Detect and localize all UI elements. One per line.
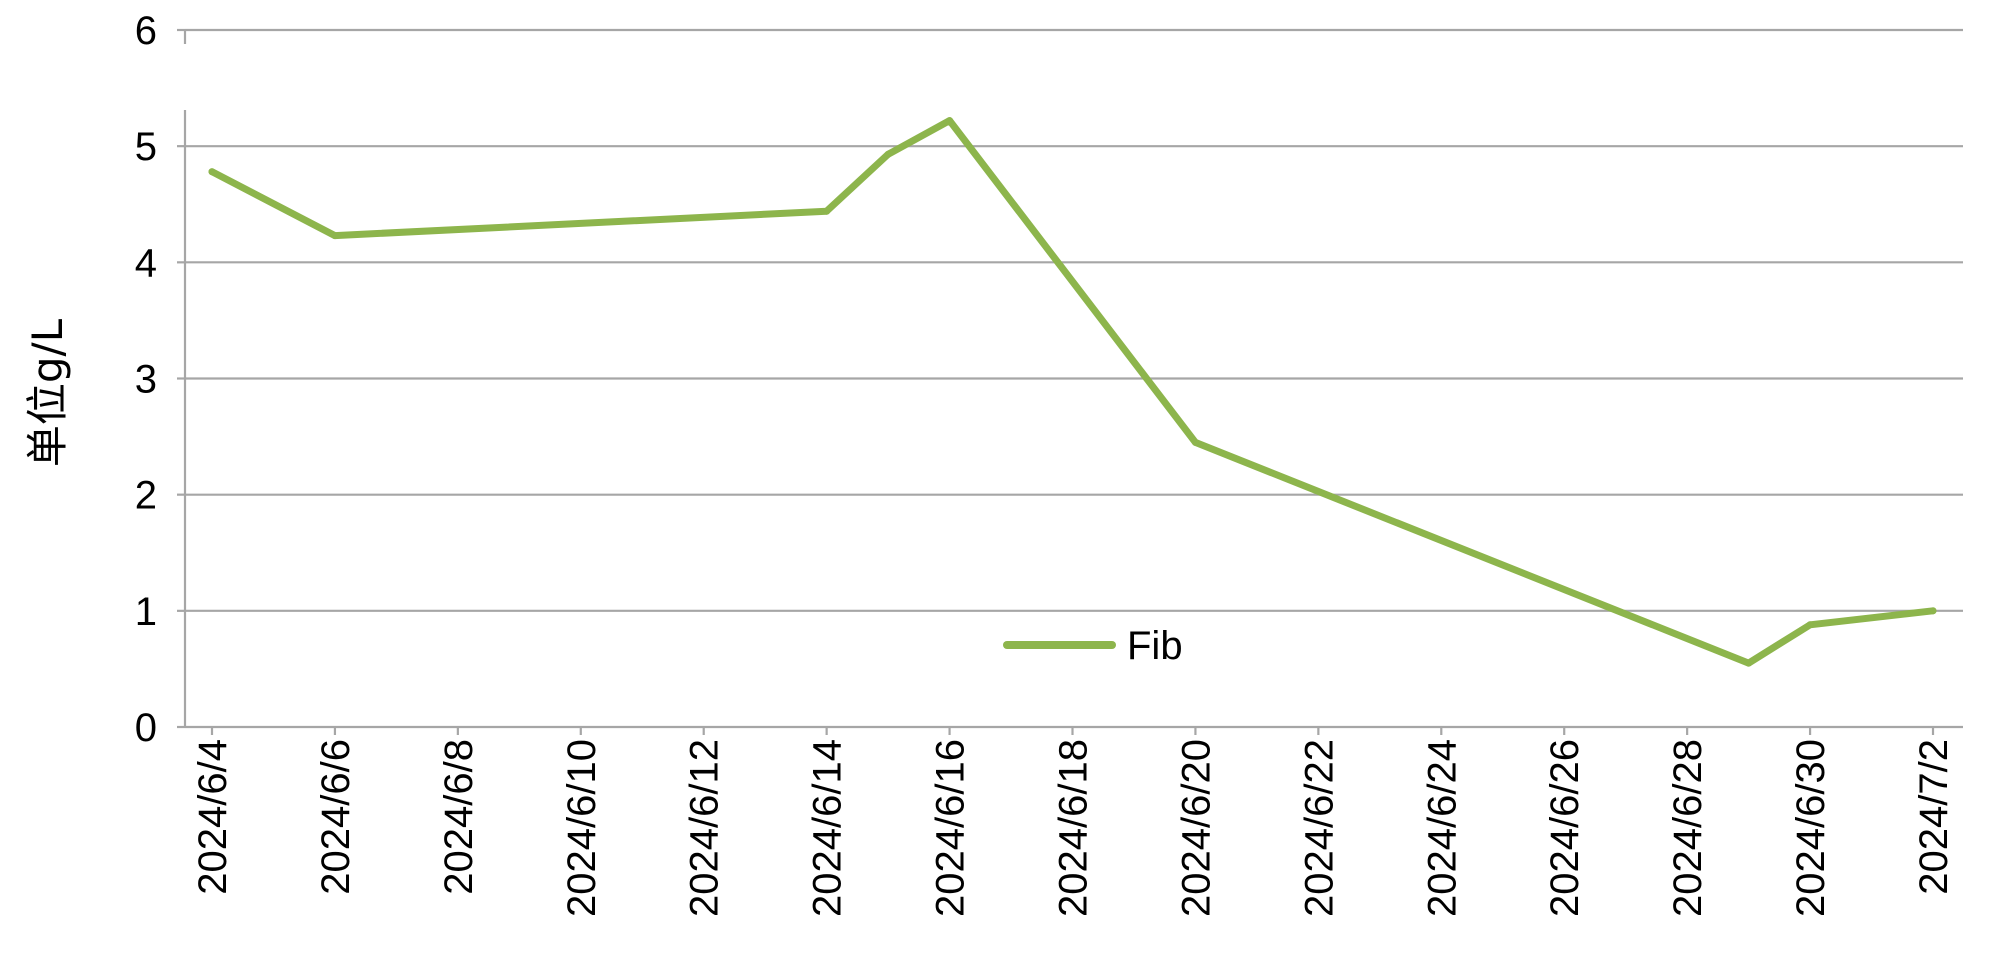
data-point [1929,607,1937,615]
x-tick-label: 2024/6/14 [806,739,850,917]
y-tick-label: 6 [135,9,157,53]
x-tick-label: 2024/6/28 [1666,739,1710,917]
data-point [331,232,339,240]
y-tick-label: 5 [135,125,157,169]
y-tick-label: 2 [135,474,157,518]
data-point [884,150,892,158]
x-tick-label: 2024/6/16 [929,739,973,917]
x-tick-label: 2024/6/26 [1543,739,1587,917]
data-point [946,117,954,125]
x-tick-label: 2024/6/12 [683,739,727,917]
legend: Fib [1003,624,1183,668]
data-point [208,168,216,176]
x-tick-label: 2024/6/10 [560,739,604,917]
gridlines [185,28,1963,612]
x-tick-label: 2024/6/4 [191,739,235,895]
x-tick-label: 2024/6/30 [1789,739,1833,917]
y-tick-label: 0 [135,706,157,750]
data-point [1806,621,1814,629]
x-tick-label: 2024/7/2 [1912,739,1956,895]
series-line-fib [208,117,1937,667]
x-tick-label: 2024/6/8 [437,739,481,895]
data-point [1745,659,1753,667]
x-tick-label: 2024/6/18 [1052,739,1096,917]
x-axis-ticks: 2024/6/4 2024/6/6 2024/6/8 2024/6/10 2024/6/… [191,739,1956,917]
y-tick-label: 3 [135,358,157,402]
x-tick-label: 2024/6/6 [314,739,358,895]
y-axis-ticks: 0 1 2 3 4 5 6 [135,9,157,750]
y-axis-label: 单位g/L [23,318,72,467]
x-tick-label: 2024/6/24 [1420,739,1464,917]
y-tick-label: 1 [135,590,157,634]
legend-label-fib: Fib [1127,624,1183,668]
data-point [823,207,831,215]
x-tick-label: 2024/6/22 [1297,739,1341,917]
axes [177,28,1963,735]
y-tick-label: 4 [135,241,157,285]
series-lines [208,117,1937,667]
x-tick-label: 2024/6/20 [1174,739,1218,917]
data-point [1191,438,1199,446]
